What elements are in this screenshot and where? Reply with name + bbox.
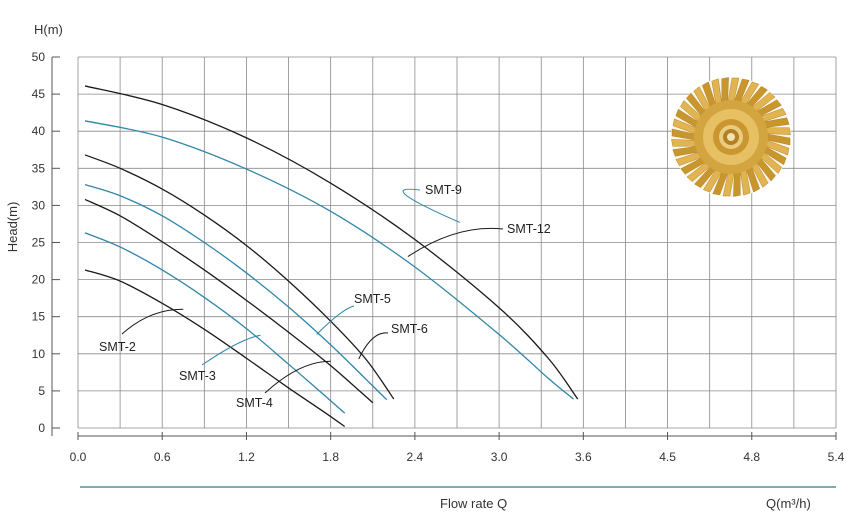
leader-line-smt-12 — [407, 227, 504, 258]
series-line-smt-5 — [84, 184, 388, 401]
x-axis-title: Flow rate Q — [440, 496, 507, 511]
y-tick-label: 40 — [32, 124, 46, 138]
series-label-smt-4: SMT-4 — [236, 396, 273, 410]
series-line-smt-2 — [84, 269, 346, 428]
series-label-smt-9: SMT-9 — [425, 183, 462, 197]
series-labels: SMT-2 SMT-3 SMT-4 SMT-5 SMT-6 SMT-9 SMT-12 — [99, 183, 551, 410]
y-unit-label: H(m) — [34, 22, 63, 37]
x-tick-label: 0.0 — [70, 450, 87, 464]
x-tick-label: 2.4 — [407, 450, 424, 464]
y-tick-label: 35 — [32, 161, 46, 175]
series-line-smt-3 — [84, 232, 346, 414]
impeller-image — [671, 77, 791, 197]
x-unit-label: Q(m³/h) — [766, 496, 811, 511]
x-tick-label: 0.6 — [154, 450, 171, 464]
leader-line-smt-2 — [121, 308, 184, 335]
y-tick-label: 0 — [38, 421, 45, 435]
y-tick-label: 15 — [32, 310, 46, 324]
y-tick-label: 45 — [32, 87, 46, 101]
leader-line-smt-6 — [358, 332, 389, 360]
y-tick-label: 25 — [32, 236, 46, 250]
x-tick-label: 3.6 — [575, 450, 592, 464]
x-tick-label: 1.2 — [238, 450, 255, 464]
series-label-smt-12: SMT-12 — [507, 222, 551, 236]
series-label-smt-2: SMT-2 — [99, 340, 136, 354]
x-tick-label: 1.8 — [322, 450, 339, 464]
y-tick-label: 30 — [32, 198, 46, 212]
y-axis-title: Head(m) — [5, 202, 20, 253]
leader-line-smt-3 — [201, 334, 261, 366]
leader-line-smt-5 — [316, 305, 355, 335]
x-tick-label: 4.8 — [743, 450, 760, 464]
series-label-smt-5: SMT-5 — [354, 292, 391, 306]
y-tick-label: 5 — [38, 384, 45, 398]
y-tick-label: 10 — [32, 347, 46, 361]
y-tick-label: 20 — [32, 273, 46, 287]
series-line-smt-4 — [84, 198, 374, 404]
series-label-smt-3: SMT-3 — [179, 369, 216, 383]
leader-line-smt-4 — [264, 360, 331, 394]
x-tick-label: 3.0 — [491, 450, 508, 464]
x-tick-label: 5.4 — [828, 450, 845, 464]
series-line-smt-9 — [84, 120, 574, 400]
series-lines — [84, 85, 579, 428]
x-tick-label: 4.5 — [659, 450, 676, 464]
axes: 0 5 10 15 20 25 30 35 40 45 50 0.0 0.6 1.2 1.8 2.4 3.0 3.… — [32, 50, 845, 488]
y-tick-label: 50 — [32, 50, 46, 64]
leader-line-smt-9 — [402, 188, 461, 223]
series-label-smt-6: SMT-6 — [391, 322, 428, 336]
series-line-smt-12 — [84, 85, 579, 400]
series-line-smt-6 — [84, 154, 395, 400]
